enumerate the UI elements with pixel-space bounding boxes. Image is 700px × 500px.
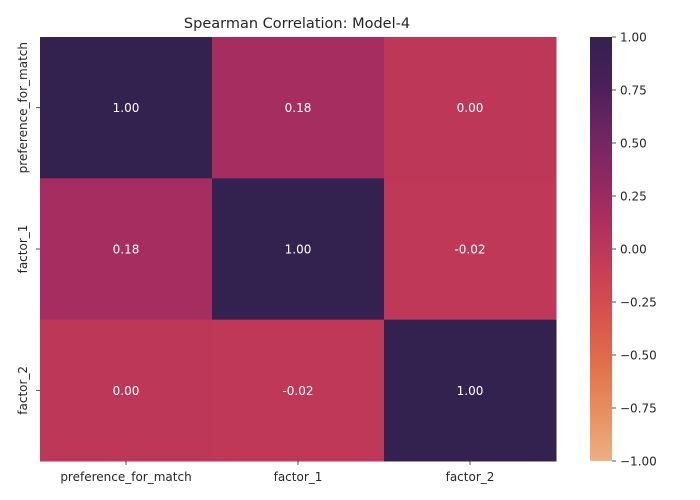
heatmap-cell <box>40 37 213 179</box>
heatmap-cell <box>384 178 557 321</box>
heatmap-cell <box>212 319 385 462</box>
cell-value-label: 0.18 <box>285 101 312 115</box>
x-tick-label: factor_1 <box>274 470 323 484</box>
colorbar-tick-label: 1.00 <box>620 31 647 45</box>
y-axis: preference_for_match factor_1 factor_2 <box>16 42 40 415</box>
colorbar-tick-label: −0.50 <box>620 349 657 363</box>
cell-value-label: 1.00 <box>457 384 484 398</box>
cell-value-label: 0.00 <box>457 101 484 115</box>
cell-value-label: 0.18 <box>113 243 140 257</box>
cell-value-label: 0.00 <box>113 384 140 398</box>
colorbar-gradient <box>590 37 612 461</box>
colorbar-tick-label: 0.50 <box>620 137 647 151</box>
colorbar-tick-label: 0.75 <box>620 84 647 98</box>
heatmap-cell <box>212 37 385 179</box>
cell-value-label: 1.00 <box>113 101 140 115</box>
colorbar-tick-label: 0.00 <box>620 243 647 257</box>
y-tick-label: factor_2 <box>16 366 30 415</box>
heatmap-cell <box>212 178 385 321</box>
cell-value-label: -0.02 <box>282 384 313 398</box>
heatmap-cell <box>40 178 213 321</box>
heatmap-cell <box>384 319 557 462</box>
x-axis: preference_for_match factor_1 factor_2 <box>60 461 494 484</box>
chart-title: Spearman Correlation: Model-4 <box>184 16 410 32</box>
x-tick-label: preference_for_match <box>60 470 191 484</box>
y-tick-label: preference_for_match <box>16 42 30 173</box>
cell-value-label: 1.00 <box>285 243 312 257</box>
colorbar-tick-label: 0.25 <box>620 190 647 204</box>
colorbar-tick-label: −1.00 <box>620 455 657 469</box>
cell-value-label: -0.02 <box>454 243 485 257</box>
heatmap-cells: 1.00 0.18 0.00 0.18 1.00 -0.02 0.00 -0.02 1.00 <box>40 37 557 462</box>
x-tick-label: factor_2 <box>446 470 495 484</box>
colorbar-tick-label: −0.75 <box>620 402 657 416</box>
heatmap-cell <box>384 37 557 179</box>
colorbar-tick-label: −0.25 <box>620 296 657 310</box>
y-tick-label: factor_1 <box>16 225 30 274</box>
heatmap-cell <box>40 319 213 462</box>
colorbar: 1.00 0.75 0.50 0.25 0.00 −0.25 −0.50 −0.75 −1.00 <box>590 31 657 469</box>
